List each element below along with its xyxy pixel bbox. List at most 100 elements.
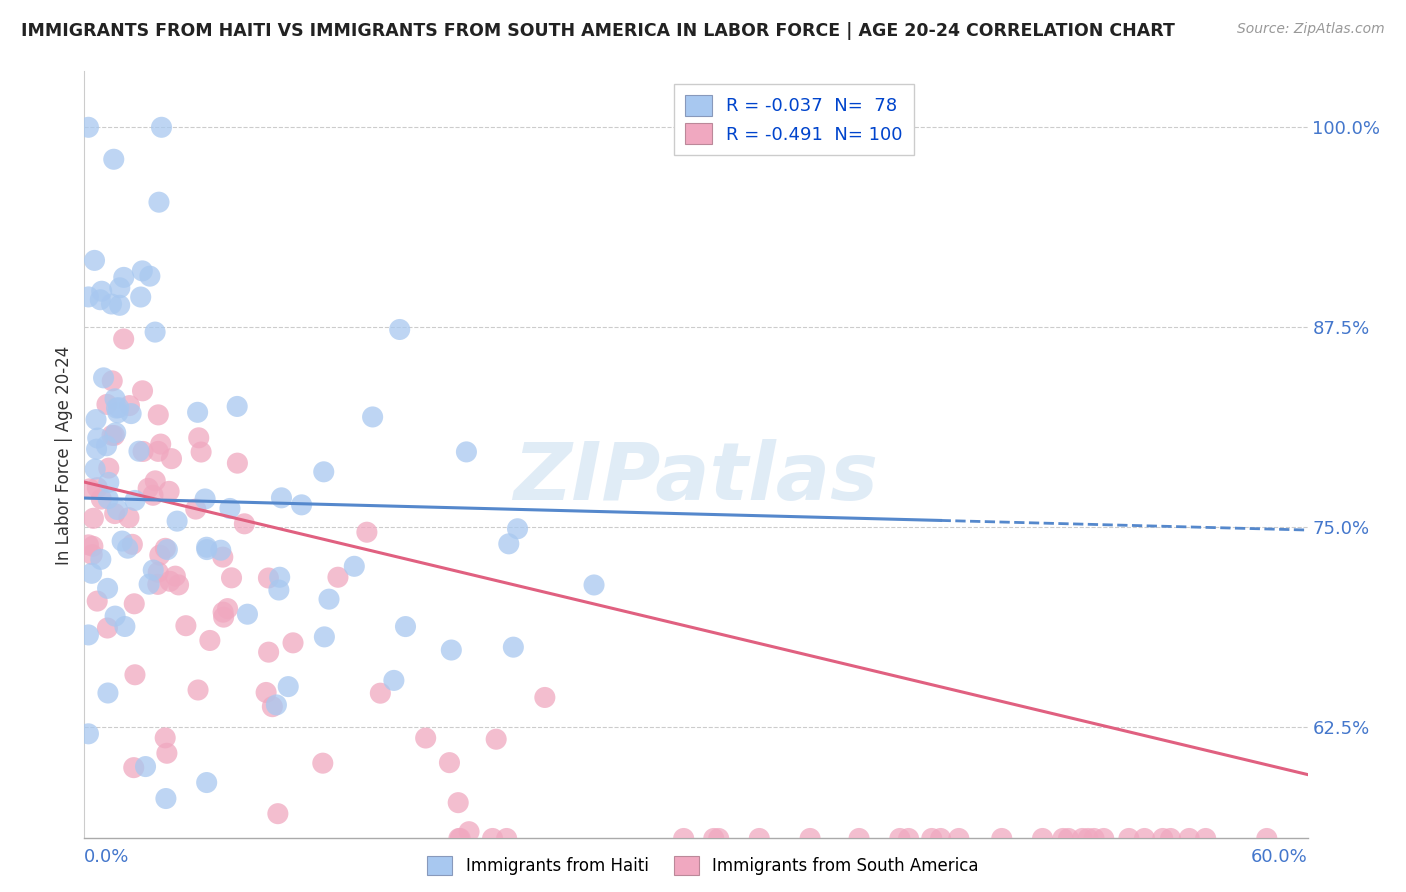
Point [217,601,239,615]
Point [143,474,166,488]
Point [86,481,108,495]
Point [267,582,290,597]
Point [90,285,112,299]
Point [82,539,104,553]
Point [394,619,416,633]
Point [440,643,463,657]
Point [157,484,180,499]
Point [146,444,169,458]
Point [107,502,129,516]
Y-axis label: In Labor Force | Age 20-24: In Labor Force | Age 20-24 [55,345,73,565]
Point [456,445,478,459]
Point [77,538,100,552]
Point [356,525,378,540]
Point [290,498,312,512]
Point [120,407,142,421]
Point [77,120,100,135]
Point [112,332,135,346]
Point [118,510,141,524]
Point [77,290,100,304]
Point [190,445,212,459]
Point [104,609,127,624]
Point [124,493,146,508]
Point [221,571,243,585]
Point [1092,831,1115,846]
Point [156,542,179,557]
Point [155,791,177,805]
Point [148,195,170,210]
Point [266,698,288,712]
Point [495,831,517,846]
Point [534,690,557,705]
Point [1077,831,1099,846]
Point [1052,831,1074,846]
Point [132,444,155,458]
Point [1133,831,1156,846]
Point [458,824,481,838]
Point [89,293,111,307]
Point [312,756,335,771]
Point [1160,831,1182,846]
Point [415,731,437,745]
Point [146,577,169,591]
Point [122,761,145,775]
Point [101,374,124,388]
Point [583,578,606,592]
Point [97,582,120,596]
Point [100,297,122,311]
Point [1152,831,1174,846]
Point [314,630,336,644]
Point [104,507,127,521]
Point [889,831,911,846]
Point [211,550,233,565]
Point [105,401,128,415]
Point [187,431,209,445]
Point [107,401,129,415]
Point [142,488,165,502]
Point [1083,831,1105,846]
Point [143,325,166,339]
Point [86,431,108,445]
Point [97,461,120,475]
Point [167,578,190,592]
Legend: R = -0.037  N=  78, R = -0.491  N= 100: R = -0.037 N= 78, R = -0.491 N= 100 [673,84,914,155]
Point [80,566,103,581]
Point [139,269,162,284]
Point [948,831,970,846]
Point [1057,831,1080,846]
Point [447,796,470,810]
Point [226,456,249,470]
Point [86,594,108,608]
Point [156,746,179,760]
Point [77,727,100,741]
Point [1256,831,1278,846]
Point [155,541,177,556]
Point [485,732,508,747]
Text: ZIPatlas: ZIPatlas [513,439,879,517]
Point [502,640,524,655]
Point [703,831,725,846]
Point [1195,831,1218,846]
Point [97,686,120,700]
Text: Source: ZipAtlas.com: Source: ZipAtlas.com [1237,22,1385,37]
Point [233,516,256,531]
Point [219,501,242,516]
Point [166,514,188,528]
Point [257,645,280,659]
Point [439,756,461,770]
Point [90,552,112,566]
Point [114,619,136,633]
Point [361,409,384,424]
Point [1118,831,1140,846]
Point [388,322,411,336]
Point [149,437,172,451]
Point [118,399,141,413]
Point [84,462,107,476]
Point [77,628,100,642]
Point [481,831,503,846]
Point [131,384,153,398]
Point [117,541,139,556]
Point [86,442,108,457]
Point [121,537,143,551]
Point [187,683,209,698]
